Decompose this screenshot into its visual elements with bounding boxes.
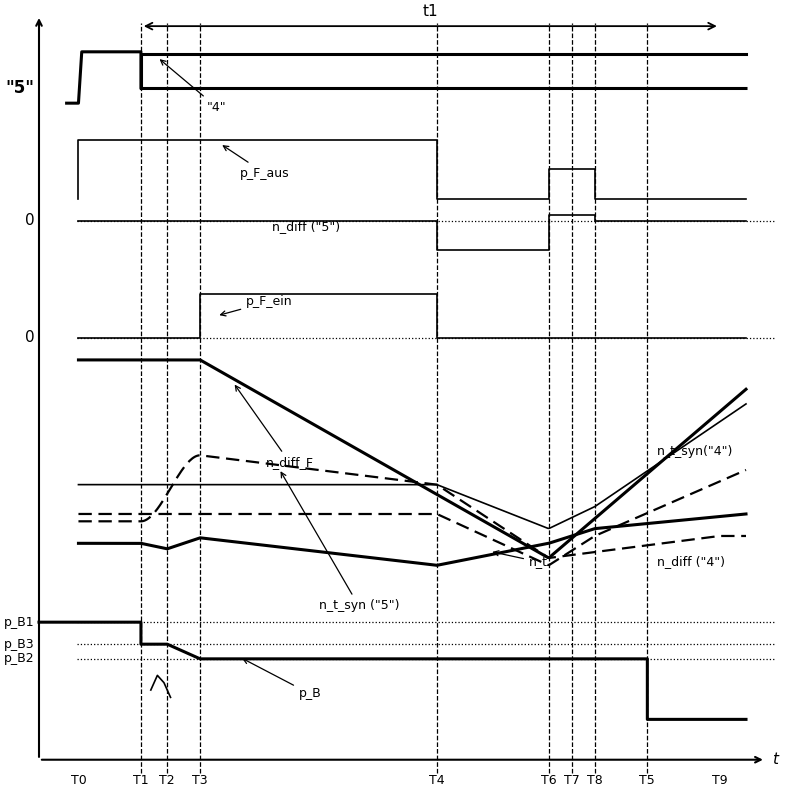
Text: T9: T9 <box>712 775 727 787</box>
Text: p_F_aus: p_F_aus <box>223 146 290 180</box>
Text: p_F_ein: p_F_ein <box>221 295 293 316</box>
Text: T6: T6 <box>541 775 557 787</box>
Text: T2: T2 <box>159 775 175 787</box>
Text: T4: T4 <box>429 775 445 787</box>
Text: t: t <box>772 752 778 767</box>
Text: p_B3: p_B3 <box>4 638 34 651</box>
Text: t1: t1 <box>422 4 438 19</box>
Text: T3: T3 <box>192 775 208 787</box>
Text: p_B2: p_B2 <box>4 653 34 665</box>
Text: n_t_syn ("5"): n_t_syn ("5") <box>281 472 399 612</box>
Text: T1: T1 <box>133 775 149 787</box>
Text: T7: T7 <box>564 775 579 787</box>
Text: p_B: p_B <box>243 659 322 700</box>
Text: 0: 0 <box>25 213 34 228</box>
Text: T8: T8 <box>587 775 602 787</box>
Text: n_t_syn("4"): n_t_syn("4") <box>658 445 734 459</box>
Text: 0: 0 <box>25 330 34 345</box>
Text: n_diff_F: n_diff_F <box>235 386 314 470</box>
Text: n_diff ("5"): n_diff ("5") <box>273 219 341 233</box>
Text: T0: T0 <box>70 775 86 787</box>
Text: T5: T5 <box>639 775 655 787</box>
Text: "4": "4" <box>161 60 226 113</box>
Text: n_diff ("4"): n_diff ("4") <box>658 555 726 569</box>
Text: p_B1: p_B1 <box>4 615 34 629</box>
Text: "5": "5" <box>6 79 34 97</box>
Text: n_t: n_t <box>494 550 548 569</box>
